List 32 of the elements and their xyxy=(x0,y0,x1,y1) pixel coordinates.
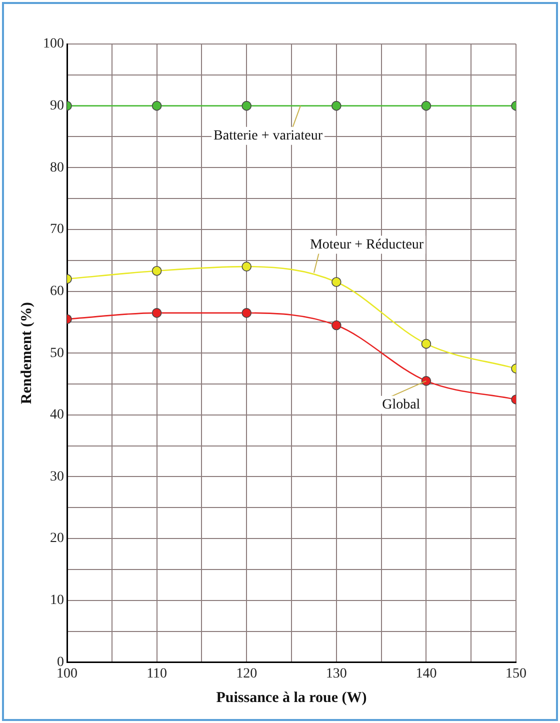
point xyxy=(152,100,162,111)
x-tick-label: 150 xyxy=(506,666,526,682)
point xyxy=(242,308,252,318)
y-tick-label: 30 xyxy=(50,469,64,484)
y-tick-label: 50 xyxy=(50,346,64,361)
x-tick-label: 120 xyxy=(236,666,258,682)
point xyxy=(242,100,252,111)
y-axis-title: Rendement (%) xyxy=(18,302,35,404)
y-tick-label: 80 xyxy=(50,160,64,176)
y-tick-label: 90 xyxy=(50,98,64,114)
y-tick-label: 70 xyxy=(50,222,64,238)
point xyxy=(242,262,252,272)
point xyxy=(421,376,432,386)
y-tick-label: 60 xyxy=(50,284,64,299)
point xyxy=(332,277,342,287)
point xyxy=(332,100,342,111)
y-tick-label: 40 xyxy=(50,408,64,423)
annotation: Moteur + Réducteur xyxy=(310,237,424,252)
point xyxy=(332,320,342,330)
annotation: Global xyxy=(382,398,420,413)
x-tick-label: 140 xyxy=(416,666,437,682)
x-axis-title: Puissance à la roue (W) xyxy=(216,690,367,706)
point xyxy=(421,100,432,111)
point xyxy=(152,308,162,318)
y-tick-label: 100 xyxy=(43,36,64,52)
point xyxy=(152,266,162,276)
annotation: Batterie + variateur xyxy=(214,128,323,144)
y-tick-label: 10 xyxy=(50,593,64,608)
x-tick-label: 110 xyxy=(146,666,168,682)
point xyxy=(421,338,432,349)
x-tick-label: 130 xyxy=(326,666,347,682)
y-tick-label: 20 xyxy=(50,531,64,546)
